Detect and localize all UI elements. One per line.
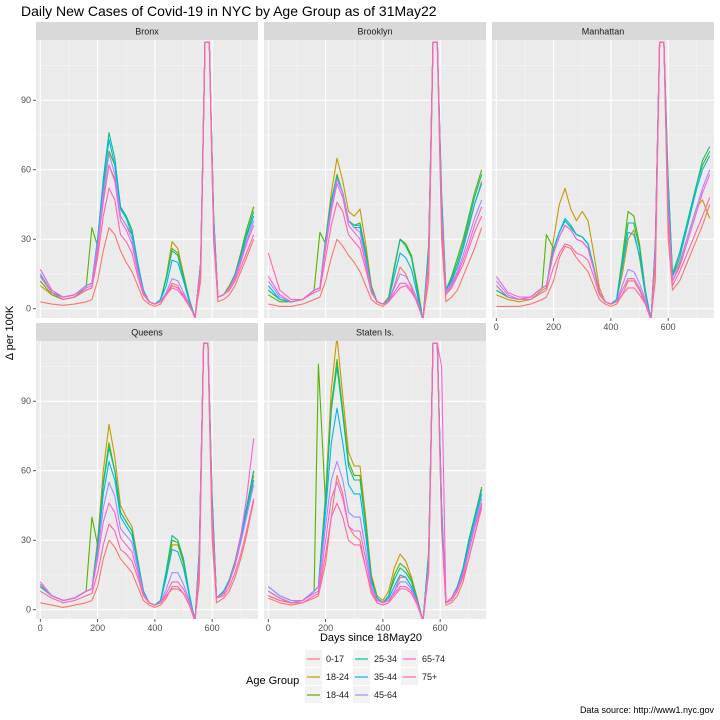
y-tick-label: 60 (21, 165, 31, 175)
x-tick-label: 200 (318, 623, 333, 633)
panel-queens: Queens 0 30 60 90 0 200 400 600 (21, 323, 258, 633)
legend-label-75: 75+ (422, 672, 437, 682)
legend-label-25-34: 25-34 (374, 654, 397, 664)
series-line-staten-is-75 (268, 342, 483, 619)
strip-label-staten-is: Staten Is. (356, 328, 394, 338)
series-line-brooklyn-75 (267, 41, 483, 318)
x-tick-label: 400 (603, 322, 618, 332)
x-tick-label: 200 (546, 322, 561, 332)
strip-brooklyn (264, 22, 486, 40)
strip-label-queens: Queens (131, 328, 163, 338)
legend: Age Group 0-17 18-24 18-44 25-34 35-44 45-64 6… (246, 650, 445, 703)
y-tick-label: 60 (21, 466, 31, 476)
series-line-bronx-0-17 (40, 41, 255, 317)
legend-label-45-64: 45-64 (374, 690, 397, 700)
series-line-queens-75 (40, 342, 255, 619)
legend-label-18-24: 18-24 (326, 672, 349, 682)
panel-bronx: Bronx 0 30 60 90 (21, 22, 258, 318)
legend-label-18-44: 18-44 (326, 690, 349, 700)
panel-staten-is: Staten Is. 0 200 400 600 (264, 323, 486, 633)
x-tick-label: 0 (266, 623, 271, 633)
series-line-staten-is-65-74 (268, 342, 483, 619)
y-tick-label: 90 (21, 95, 31, 105)
y-tick-label: 30 (21, 234, 31, 244)
panel-background-manhattan (492, 40, 714, 318)
panel-background-bronx (36, 40, 258, 318)
legend-title: Age Group (246, 675, 299, 687)
legend-label-0-17: 0-17 (326, 654, 344, 664)
strip-label-brooklyn: Brooklyn (357, 27, 392, 37)
y-axis-label: Δ per 100K (4, 305, 16, 360)
x-tick-label: 600 (433, 623, 448, 633)
x-axis-label: Days since 18May20 (320, 632, 422, 644)
y-tick-label: 0 (26, 304, 31, 314)
x-tick-label: 0 (494, 322, 499, 332)
series-line-manhattan-35-44 (495, 41, 711, 318)
panel-brooklyn: Brooklyn (264, 22, 486, 318)
series-line-queens-0-17 (40, 342, 255, 619)
y-tick-label: 90 (21, 396, 31, 406)
panel-background-staten-is (264, 341, 486, 619)
legend-label-65-74: 65-74 (422, 654, 445, 664)
x-tick-label: 200 (90, 623, 105, 633)
strip-manhattan (492, 22, 714, 40)
panel-manhattan: Manhattan 0 200 400 600 (492, 22, 714, 332)
legend-label-35-44: 35-44 (374, 672, 397, 682)
series-group-manhattan (495, 41, 711, 318)
x-tick-label: 600 (205, 623, 220, 633)
strip-bronx (36, 22, 258, 40)
x-tick-label: 0 (38, 623, 43, 633)
chart-title: Daily New Cases of Covid-19 in NYC by Ag… (21, 3, 437, 19)
x-tick-label: 400 (147, 623, 162, 633)
strip-label-manhattan: Manhattan (582, 27, 625, 37)
series-line-manhattan-0-17 (496, 41, 711, 318)
y-tick-label: 0 (26, 605, 31, 615)
y-tick-label: 30 (21, 535, 31, 545)
panel-background-brooklyn (264, 40, 486, 318)
series-line-bronx-75 (39, 41, 255, 318)
panel-background-queens (36, 341, 258, 619)
strip-label-bronx: Bronx (135, 27, 159, 37)
series-group-bronx (39, 41, 255, 318)
x-tick-label: 600 (661, 322, 676, 332)
series-group-staten-is (267, 341, 483, 619)
strip-staten-is (264, 323, 486, 341)
series-line-manhattan-75 (495, 41, 711, 318)
strip-queens (36, 323, 258, 341)
data-source-caption: Data source: http://www1.nyc.gov (580, 705, 715, 715)
series-group-queens (39, 342, 255, 619)
series-group-brooklyn (267, 41, 483, 318)
x-tick-label: 400 (375, 623, 390, 633)
